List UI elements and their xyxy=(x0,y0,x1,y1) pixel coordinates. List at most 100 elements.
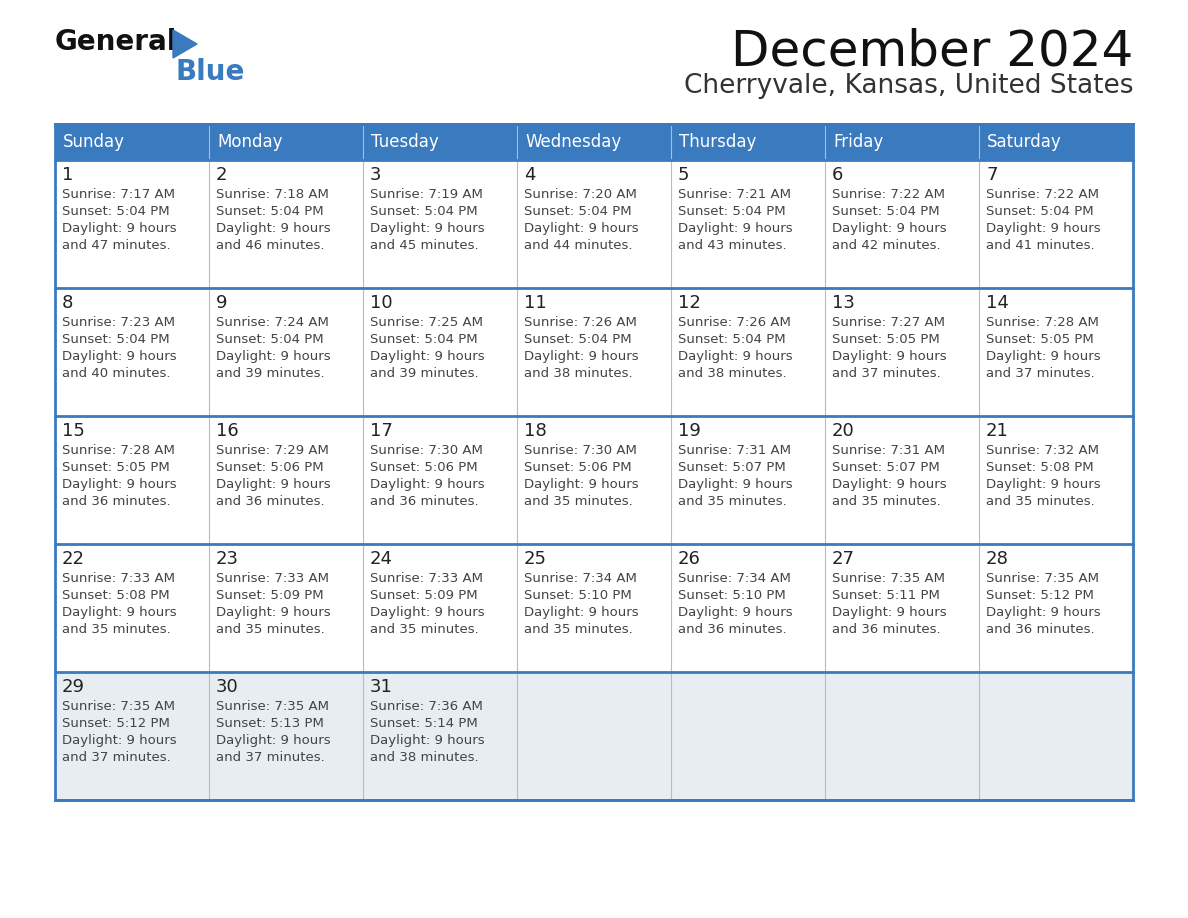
Text: and 46 minutes.: and 46 minutes. xyxy=(216,239,324,252)
Bar xyxy=(517,124,671,160)
Text: Saturday: Saturday xyxy=(987,133,1062,151)
Text: 26: 26 xyxy=(678,550,701,568)
Text: Sunrise: 7:33 AM: Sunrise: 7:33 AM xyxy=(216,572,329,585)
Text: and 38 minutes.: and 38 minutes. xyxy=(678,367,786,380)
Text: Sunrise: 7:30 AM: Sunrise: 7:30 AM xyxy=(524,444,637,457)
Bar xyxy=(209,124,364,160)
Text: Daylight: 9 hours: Daylight: 9 hours xyxy=(524,222,639,235)
Text: Sunrise: 7:35 AM: Sunrise: 7:35 AM xyxy=(62,700,175,713)
Text: Sunset: 5:04 PM: Sunset: 5:04 PM xyxy=(678,205,785,218)
Text: and 39 minutes.: and 39 minutes. xyxy=(216,367,324,380)
Text: Sunrise: 7:33 AM: Sunrise: 7:33 AM xyxy=(62,572,175,585)
Text: Tuesday: Tuesday xyxy=(371,133,438,151)
Text: Sunrise: 7:26 AM: Sunrise: 7:26 AM xyxy=(678,316,791,329)
Text: and 35 minutes.: and 35 minutes. xyxy=(524,623,633,636)
Text: 22: 22 xyxy=(62,550,86,568)
Text: 6: 6 xyxy=(832,166,843,184)
Text: Sunrise: 7:17 AM: Sunrise: 7:17 AM xyxy=(62,188,175,201)
Text: 27: 27 xyxy=(832,550,855,568)
Text: and 43 minutes.: and 43 minutes. xyxy=(678,239,786,252)
Text: Sunset: 5:04 PM: Sunset: 5:04 PM xyxy=(986,205,1094,218)
Text: and 36 minutes.: and 36 minutes. xyxy=(62,495,171,508)
Text: December 2024: December 2024 xyxy=(731,28,1133,76)
Text: 24: 24 xyxy=(369,550,393,568)
Text: Sunrise: 7:23 AM: Sunrise: 7:23 AM xyxy=(62,316,175,329)
Text: Daylight: 9 hours: Daylight: 9 hours xyxy=(524,350,639,363)
Text: 17: 17 xyxy=(369,422,393,440)
Text: Daylight: 9 hours: Daylight: 9 hours xyxy=(62,350,177,363)
Text: and 35 minutes.: and 35 minutes. xyxy=(986,495,1095,508)
Text: Sunrise: 7:34 AM: Sunrise: 7:34 AM xyxy=(524,572,637,585)
Text: and 38 minutes.: and 38 minutes. xyxy=(524,367,633,380)
Text: Daylight: 9 hours: Daylight: 9 hours xyxy=(216,478,330,491)
Bar xyxy=(55,124,209,160)
Text: Sunset: 5:13 PM: Sunset: 5:13 PM xyxy=(216,717,324,730)
Text: Wednesday: Wednesday xyxy=(525,133,621,151)
Text: and 44 minutes.: and 44 minutes. xyxy=(524,239,632,252)
Text: Blue: Blue xyxy=(175,58,245,86)
Text: Daylight: 9 hours: Daylight: 9 hours xyxy=(216,222,330,235)
Text: and 37 minutes.: and 37 minutes. xyxy=(216,751,324,764)
Bar xyxy=(55,288,1133,416)
Text: Sunset: 5:12 PM: Sunset: 5:12 PM xyxy=(986,589,1094,602)
Text: Sunset: 5:09 PM: Sunset: 5:09 PM xyxy=(369,589,478,602)
Bar xyxy=(55,672,1133,800)
Text: Sunset: 5:04 PM: Sunset: 5:04 PM xyxy=(369,205,478,218)
Text: and 35 minutes.: and 35 minutes. xyxy=(216,623,324,636)
Text: Sunrise: 7:35 AM: Sunrise: 7:35 AM xyxy=(832,572,944,585)
Text: Sunset: 5:14 PM: Sunset: 5:14 PM xyxy=(369,717,478,730)
Text: Sunrise: 7:31 AM: Sunrise: 7:31 AM xyxy=(832,444,944,457)
Text: Daylight: 9 hours: Daylight: 9 hours xyxy=(369,222,485,235)
Text: and 37 minutes.: and 37 minutes. xyxy=(986,367,1095,380)
Text: Sunrise: 7:29 AM: Sunrise: 7:29 AM xyxy=(216,444,329,457)
Text: Friday: Friday xyxy=(833,133,883,151)
Text: Thursday: Thursday xyxy=(680,133,757,151)
Text: and 37 minutes.: and 37 minutes. xyxy=(62,751,171,764)
Text: Sunset: 5:11 PM: Sunset: 5:11 PM xyxy=(832,589,940,602)
Text: Sunrise: 7:36 AM: Sunrise: 7:36 AM xyxy=(369,700,482,713)
Text: 9: 9 xyxy=(216,294,227,312)
Text: Daylight: 9 hours: Daylight: 9 hours xyxy=(369,478,485,491)
Text: and 37 minutes.: and 37 minutes. xyxy=(832,367,941,380)
Text: and 39 minutes.: and 39 minutes. xyxy=(369,367,479,380)
Text: Sunset: 5:05 PM: Sunset: 5:05 PM xyxy=(62,461,170,474)
Text: Sunrise: 7:33 AM: Sunrise: 7:33 AM xyxy=(369,572,484,585)
Text: Sunset: 5:04 PM: Sunset: 5:04 PM xyxy=(369,333,478,346)
Text: Sunrise: 7:30 AM: Sunrise: 7:30 AM xyxy=(369,444,482,457)
Text: 2: 2 xyxy=(216,166,227,184)
Text: Daylight: 9 hours: Daylight: 9 hours xyxy=(986,222,1100,235)
Text: Daylight: 9 hours: Daylight: 9 hours xyxy=(832,350,947,363)
Text: Sunset: 5:12 PM: Sunset: 5:12 PM xyxy=(62,717,170,730)
Text: 21: 21 xyxy=(986,422,1009,440)
Text: Sunrise: 7:24 AM: Sunrise: 7:24 AM xyxy=(216,316,329,329)
Text: Sunrise: 7:20 AM: Sunrise: 7:20 AM xyxy=(524,188,637,201)
Text: and 35 minutes.: and 35 minutes. xyxy=(62,623,171,636)
Text: 14: 14 xyxy=(986,294,1009,312)
Text: Sunrise: 7:35 AM: Sunrise: 7:35 AM xyxy=(216,700,329,713)
Text: and 35 minutes.: and 35 minutes. xyxy=(524,495,633,508)
Text: Daylight: 9 hours: Daylight: 9 hours xyxy=(369,606,485,619)
Text: Sunday: Sunday xyxy=(63,133,125,151)
Text: 8: 8 xyxy=(62,294,74,312)
Text: 23: 23 xyxy=(216,550,239,568)
Text: 19: 19 xyxy=(678,422,701,440)
Text: 29: 29 xyxy=(62,678,86,696)
Text: Sunrise: 7:31 AM: Sunrise: 7:31 AM xyxy=(678,444,791,457)
Text: 18: 18 xyxy=(524,422,546,440)
Text: Sunrise: 7:34 AM: Sunrise: 7:34 AM xyxy=(678,572,791,585)
Text: Daylight: 9 hours: Daylight: 9 hours xyxy=(678,478,792,491)
Text: 30: 30 xyxy=(216,678,239,696)
Text: General: General xyxy=(55,28,177,56)
Text: Sunset: 5:04 PM: Sunset: 5:04 PM xyxy=(524,205,632,218)
Text: and 36 minutes.: and 36 minutes. xyxy=(369,495,479,508)
Text: Sunset: 5:04 PM: Sunset: 5:04 PM xyxy=(678,333,785,346)
Text: 15: 15 xyxy=(62,422,84,440)
Text: Sunrise: 7:22 AM: Sunrise: 7:22 AM xyxy=(986,188,1099,201)
Text: Sunrise: 7:22 AM: Sunrise: 7:22 AM xyxy=(832,188,944,201)
Bar xyxy=(979,124,1133,160)
Text: Daylight: 9 hours: Daylight: 9 hours xyxy=(678,222,792,235)
Text: Sunrise: 7:35 AM: Sunrise: 7:35 AM xyxy=(986,572,1099,585)
Text: Sunset: 5:08 PM: Sunset: 5:08 PM xyxy=(986,461,1094,474)
Text: Daylight: 9 hours: Daylight: 9 hours xyxy=(986,606,1100,619)
Text: Sunrise: 7:28 AM: Sunrise: 7:28 AM xyxy=(62,444,175,457)
